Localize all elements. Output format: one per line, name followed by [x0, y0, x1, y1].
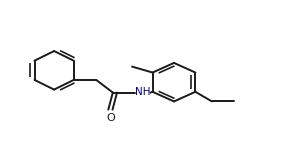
Text: O: O — [106, 113, 115, 123]
Text: NH: NH — [135, 87, 150, 97]
